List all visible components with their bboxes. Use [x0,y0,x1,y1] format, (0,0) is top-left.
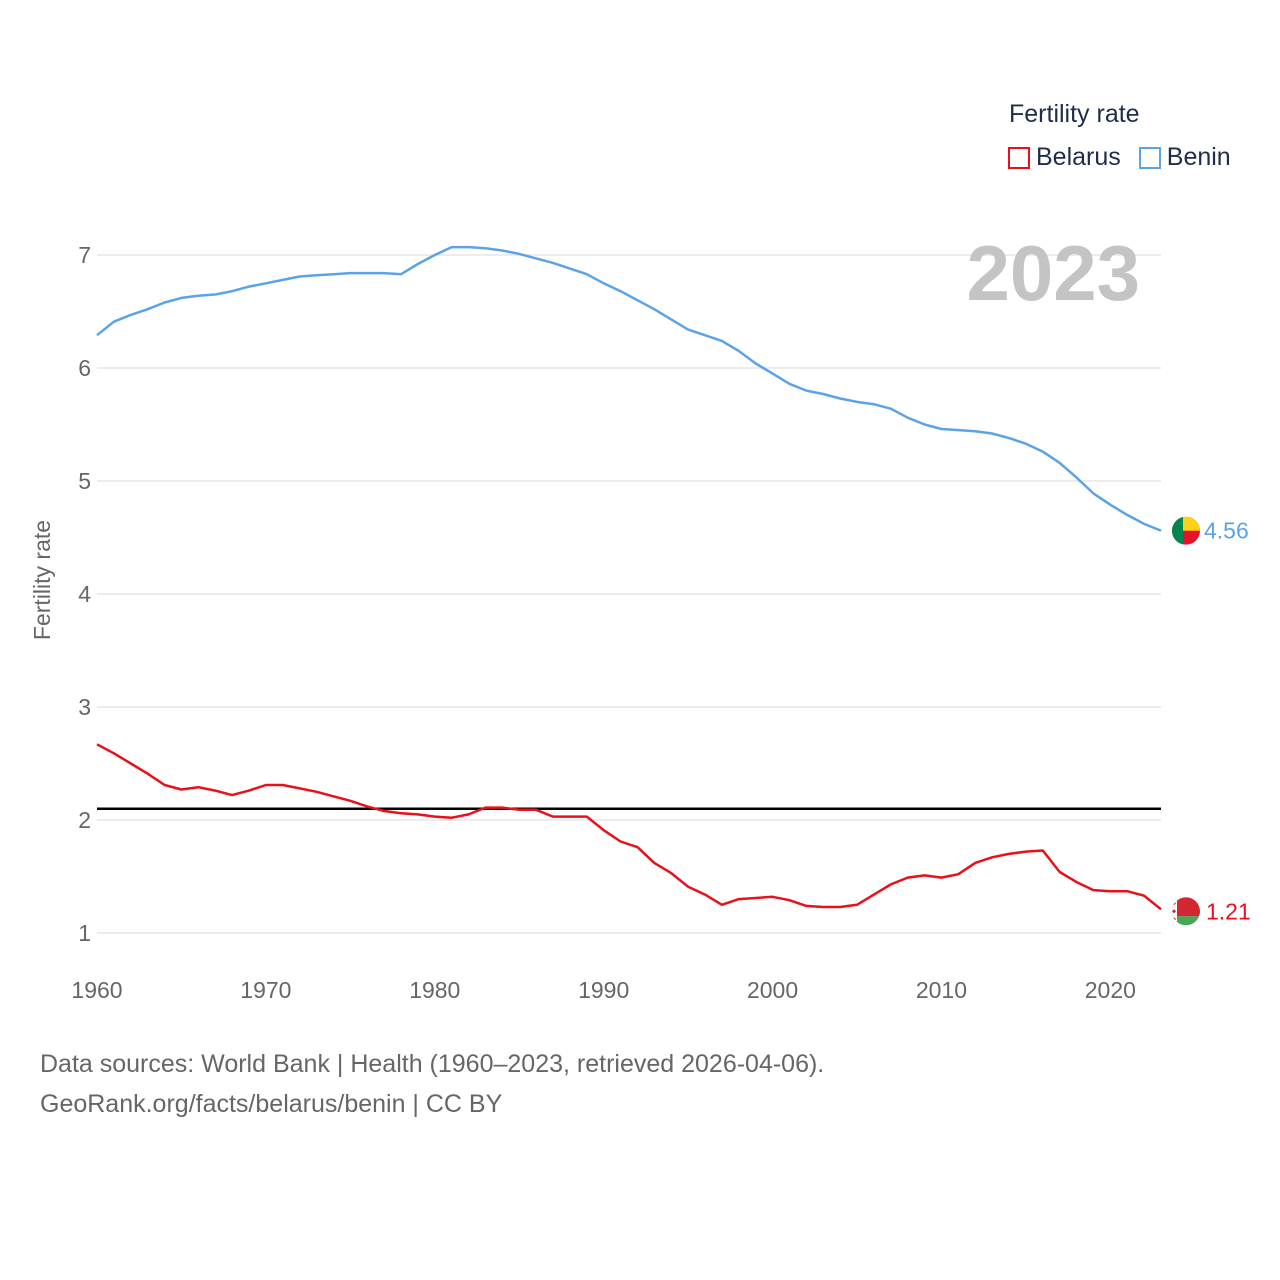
y-axis-label: Fertility rate [29,520,55,640]
x-tick-label: 1960 [71,977,122,1003]
x-tick-label: 1990 [578,977,629,1003]
y-axis-ticks: 1 2 3 4 5 6 7 [78,242,91,946]
y-tick-label: 3 [78,694,91,720]
current-year-label: 2023 [966,229,1140,317]
footer: Data sources: World Bank | Health (1960–… [40,1044,824,1124]
y-tick-label: 5 [78,468,91,494]
series-line-belarus [96,743,1162,911]
y-tick-label: 4 [78,581,91,607]
belarus-end-value: 1.21 [1206,898,1251,924]
series-lines [96,245,1162,911]
series-line-benin [96,245,1162,532]
benin-flag-icon [1172,516,1200,545]
legend-swatch-benin [1138,146,1161,169]
x-axis-ticks: 1960 1970 1980 1990 2000 2010 2020 [71,977,1136,1003]
legend-label-belarus: Belarus [1036,143,1121,171]
y-tick-label: 2 [78,807,91,833]
source-link[interactable]: GeoRank.org/facts/belarus/benin | CC BY [40,1090,503,1118]
data-source-text: Data sources: World Bank | Health (1960–… [40,1050,825,1078]
x-tick-label: 2000 [747,977,798,1003]
belarus-flag-icon [1172,897,1200,926]
x-tick-label: 2020 [1085,977,1136,1003]
x-tick-label: 2010 [916,977,967,1003]
legend-title: Fertility rate [1009,100,1140,128]
y-tick-label: 7 [78,242,91,268]
legend-item-benin[interactable]: Benin [1138,143,1231,172]
gridlines [97,254,1161,934]
y-tick-label: 1 [78,920,91,946]
legend: Belarus Benin [1008,143,1249,172]
legend-label-benin: Benin [1166,143,1231,171]
x-tick-label: 1970 [240,977,291,1003]
benin-end-value: 4.56 [1204,518,1249,544]
y-tick-label: 6 [78,355,91,381]
x-tick-label: 1980 [409,977,460,1003]
legend-item-belarus[interactable]: Belarus [1008,143,1121,172]
legend-swatch-belarus [1008,146,1030,169]
